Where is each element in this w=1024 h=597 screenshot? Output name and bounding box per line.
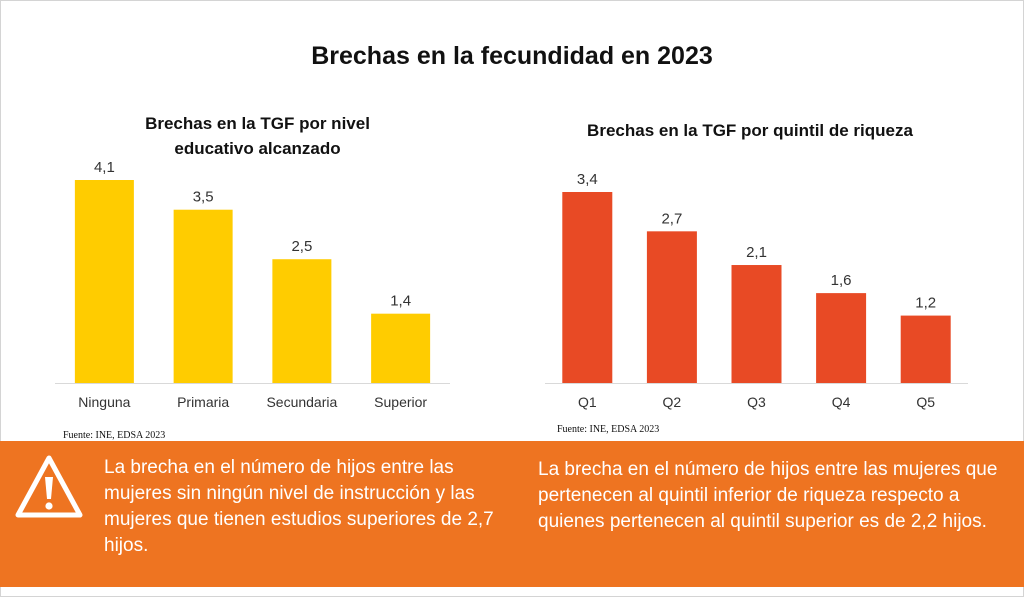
left-category-label: Ninguna [78, 394, 130, 410]
warning-icon [15, 455, 83, 518]
conclusion-banner [0, 441, 1024, 587]
right-value-label: 1,2 [915, 295, 936, 312]
right-category-label: Q3 [747, 394, 766, 410]
left-chart-title-line-2: educativo alcanzado [174, 139, 341, 158]
left-category-label: Primaria [177, 394, 229, 410]
right-category-label: Q5 [916, 394, 935, 410]
banner-left-message: La brecha en el número de hijos entre la… [104, 457, 494, 556]
right-category-label: Q2 [663, 394, 682, 410]
right-category-label: Q4 [832, 394, 851, 410]
left-value-label: 3,5 [193, 189, 214, 206]
right-bar-q5 [900, 315, 951, 383]
left-category-label: Secundaria [266, 394, 337, 410]
right-value-label: 2,1 [746, 244, 767, 261]
page-title: Brechas en la fecundidad en 2023 [311, 42, 713, 70]
right-bar-q2 [646, 231, 697, 383]
banner-right-message: La brecha en el número de hijos entre la… [538, 459, 998, 532]
left-chart-source: Fuente: INE, EDSA 2023 [63, 430, 166, 441]
right-chart-title: Brechas en la TGF por quintil de riqueza [587, 121, 913, 140]
charts-canvas: 4,1 Ninguna 3,5 Primaria 2,5 Secundaria 1,4 Sup… [55, 159, 968, 410]
right-bar-q3 [731, 265, 782, 383]
right-value-label: 1,6 [831, 272, 852, 289]
right-bar-q1 [562, 192, 613, 383]
left-chart-title-line-1: Brechas en la TGF por nivel [145, 114, 370, 133]
right-value-label: 2,7 [661, 210, 682, 227]
right-value-label: 3,4 [577, 171, 598, 188]
right-category-label: Q1 [578, 394, 597, 410]
right-bar-q4 [816, 293, 867, 383]
right-chart-source: Fuente: INE, EDSA 2023 [557, 424, 660, 435]
left-value-label: 4,1 [94, 159, 115, 176]
left-bar-secundaria [272, 259, 332, 383]
left-value-label: 2,5 [291, 238, 312, 255]
left-chart-title: Brechas en la TGF por nivel educativo al… [85, 111, 430, 161]
left-bar-superior [371, 313, 431, 383]
left-bar-primaria [173, 209, 233, 383]
left-value-label: 1,4 [390, 293, 411, 310]
left-category-label: Superior [374, 394, 427, 410]
left-bar-ninguna [74, 180, 134, 383]
